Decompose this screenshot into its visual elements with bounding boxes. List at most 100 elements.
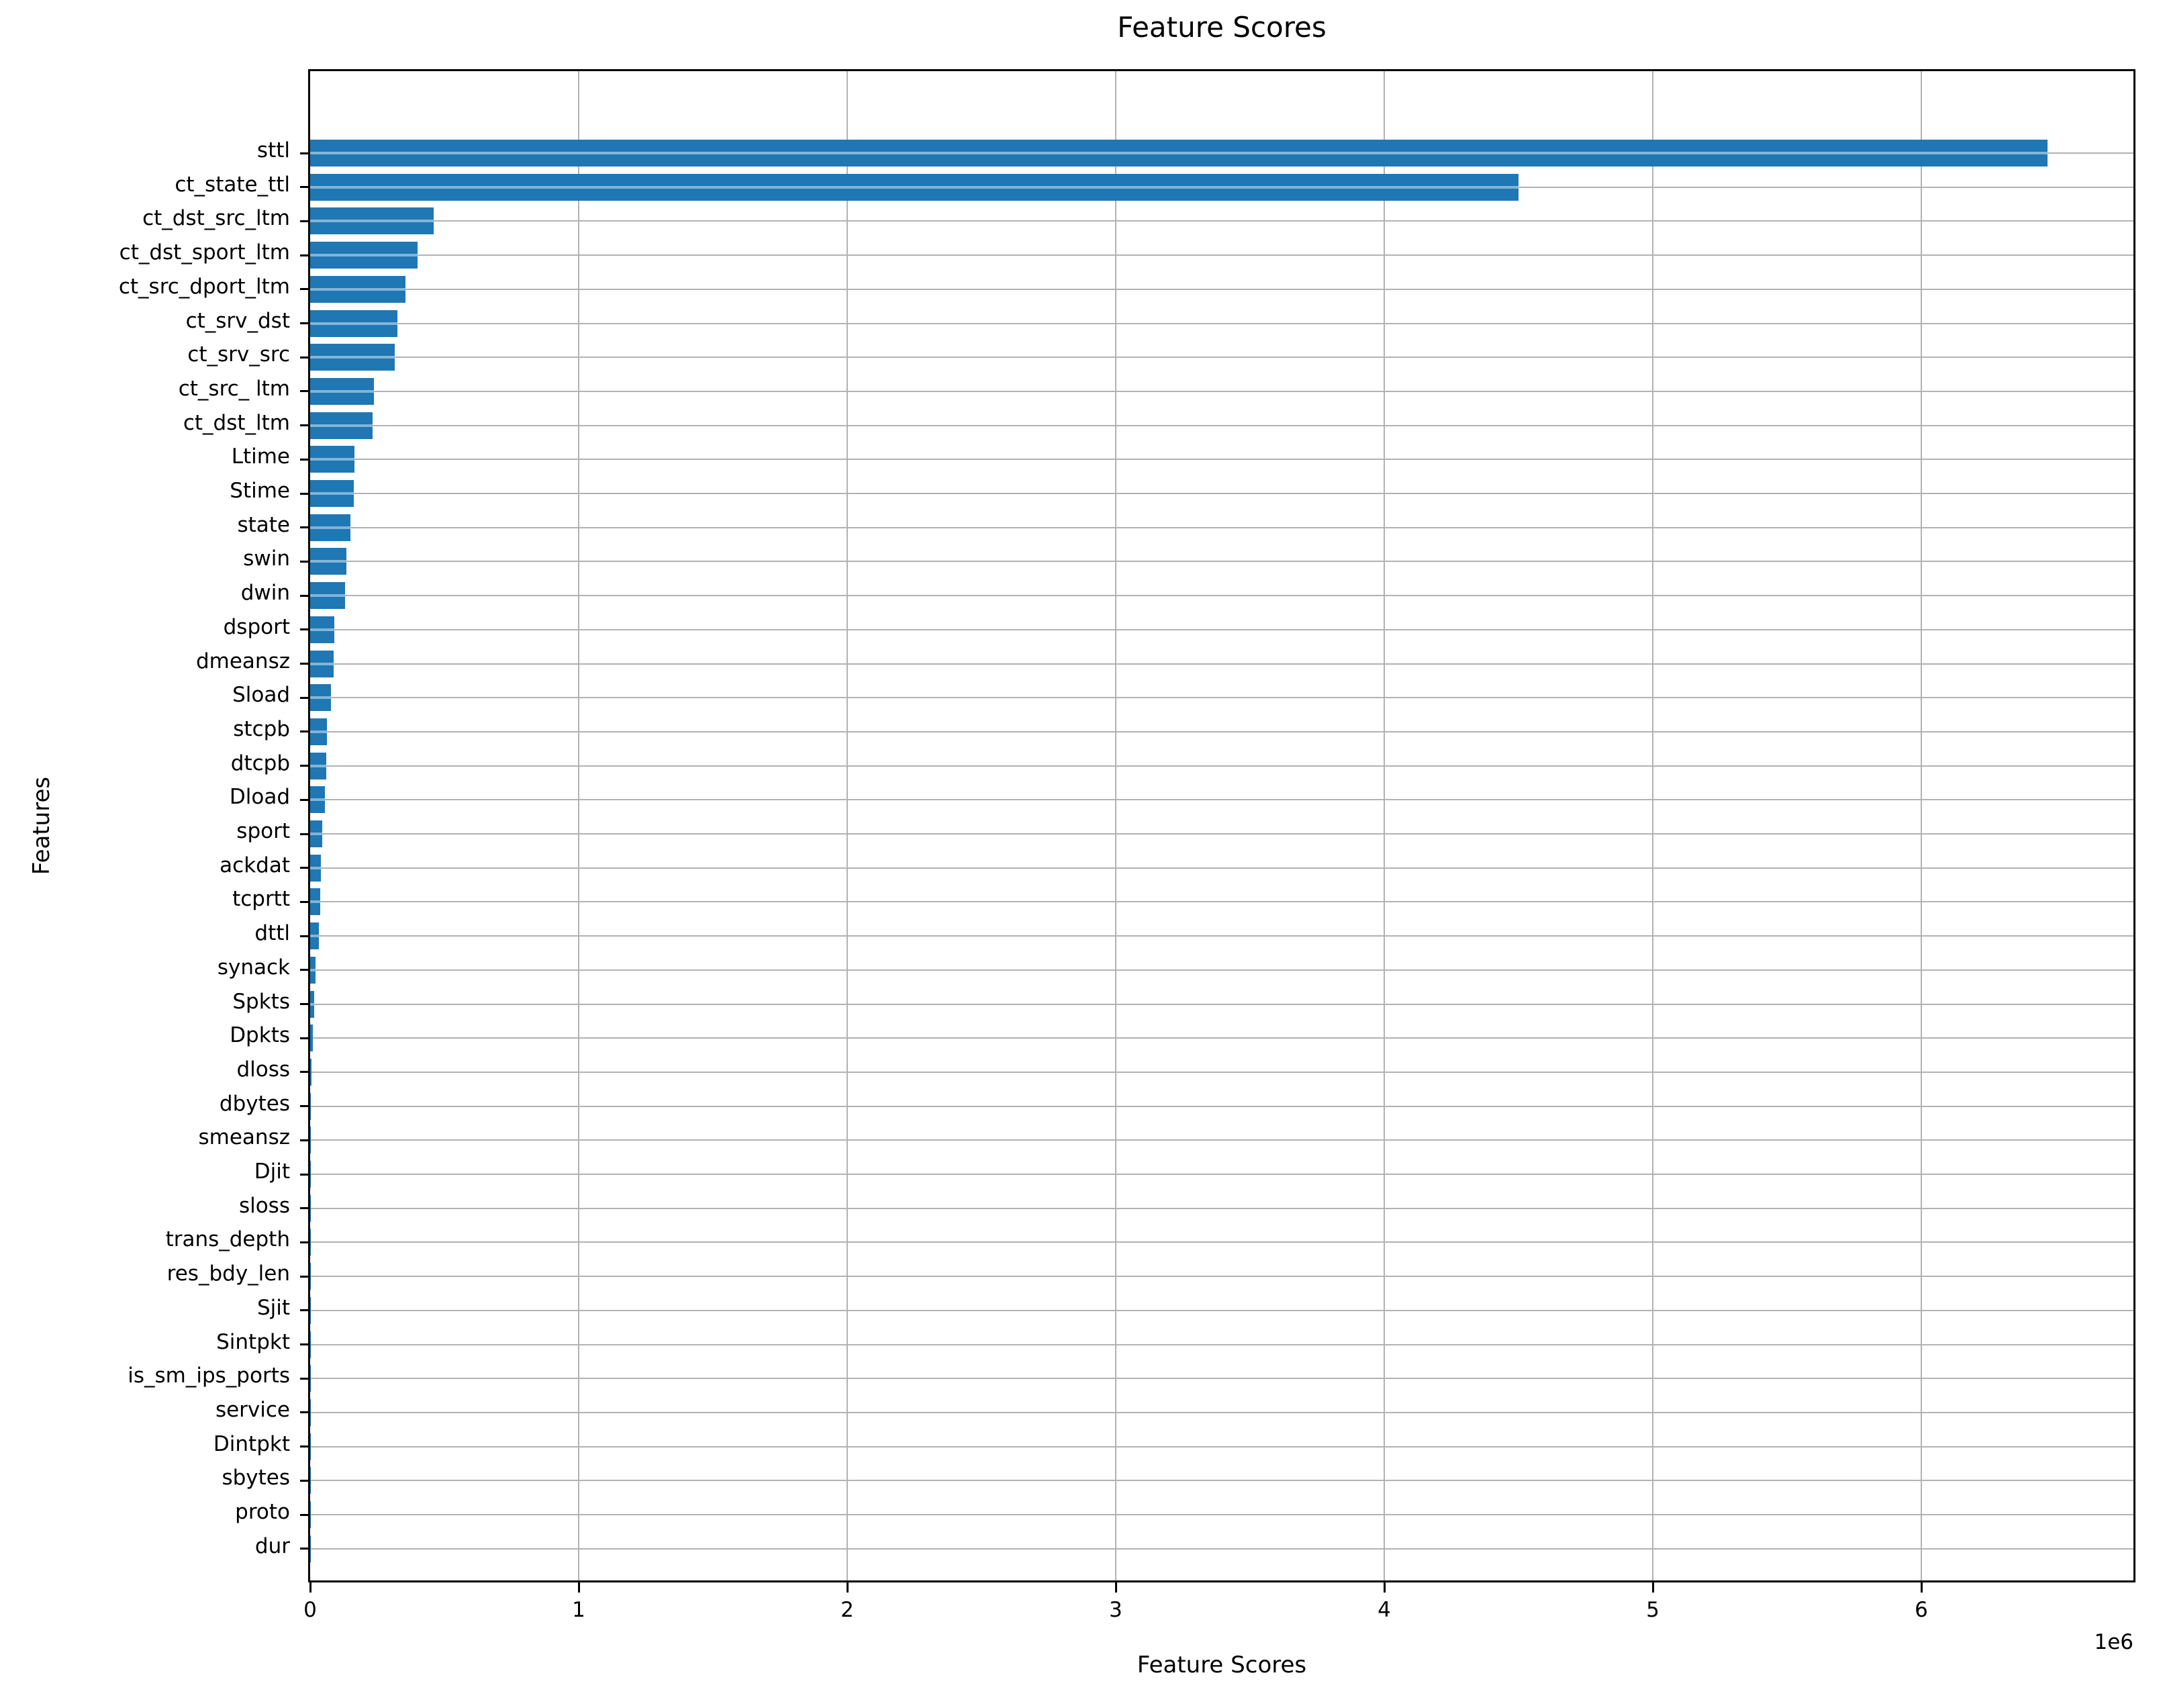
bar-ct_src_dport_ltm xyxy=(310,275,405,303)
ytick-label-stcpb: stcpb xyxy=(233,716,290,741)
bar-sloss xyxy=(310,1194,311,1222)
ytick-label-synack: synack xyxy=(217,955,290,980)
y-tick xyxy=(300,424,310,427)
ytick-label-smeansz: smeansz xyxy=(198,1125,291,1150)
x-tick xyxy=(1114,1582,1117,1593)
ytick-label-Sload: Sload xyxy=(232,683,290,708)
x-axis-multiplier: 1e6 xyxy=(2094,1630,2133,1654)
bar-Sjit xyxy=(310,1296,311,1324)
bar-highlight-stripe xyxy=(310,628,334,631)
bar-dttl xyxy=(310,922,320,950)
y-gridline xyxy=(310,1207,2133,1209)
y-tick xyxy=(300,935,310,937)
y-tick xyxy=(300,560,310,563)
y-tick xyxy=(300,1037,310,1039)
ytick-label-dur: dur xyxy=(254,1533,290,1558)
ytick-label-trans_depth: trans_depth xyxy=(165,1227,290,1252)
ytick-label-Stime: Stime xyxy=(230,479,290,503)
x-gridline xyxy=(1115,71,1116,1580)
bar-Dload xyxy=(310,786,325,814)
bar-highlight-stripe xyxy=(310,968,316,971)
x-tick xyxy=(577,1582,580,1593)
bar-highlight-stripe xyxy=(310,254,418,257)
y-gridline xyxy=(310,220,2133,222)
x-gridline xyxy=(1921,71,1922,1580)
bar-dtcpb xyxy=(310,752,326,779)
ytick-label-Sjit: Sjit xyxy=(256,1295,290,1320)
x-tick xyxy=(1383,1582,1386,1593)
ytick-label-Dpkts: Dpkts xyxy=(230,1023,290,1048)
bar-res_bdy_len xyxy=(310,1263,311,1290)
bar-highlight-stripe xyxy=(310,424,373,427)
bar-ct_dst_src_ltm xyxy=(310,207,434,235)
y-tick xyxy=(300,356,310,359)
y-gridline xyxy=(310,1411,2133,1413)
ytick-label-swin: swin xyxy=(243,547,290,571)
ytick-label-dbytes: dbytes xyxy=(219,1091,290,1116)
xtick-label-0: 0 xyxy=(303,1598,317,1622)
bar-highlight-stripe xyxy=(310,389,374,393)
bar-highlight-stripe xyxy=(310,322,397,325)
plot-border xyxy=(308,69,2135,1582)
y-gridline xyxy=(310,935,2133,937)
ytick-label-ct_state_ttl: ct_state_ttl xyxy=(175,172,290,197)
y-tick xyxy=(300,696,310,699)
y-gridline xyxy=(310,969,2133,971)
y-gridline xyxy=(310,867,2133,869)
bar-stcpb xyxy=(310,718,327,745)
ytick-label-dloss: dloss xyxy=(236,1057,290,1082)
y-tick xyxy=(300,730,310,733)
bar-highlight-stripe xyxy=(310,560,346,563)
ytick-label-sport: sport xyxy=(236,819,290,843)
bar-smeansz xyxy=(310,1127,311,1154)
ytick-label-Dintpkt: Dintpkt xyxy=(213,1431,290,1456)
y-tick xyxy=(300,458,310,461)
bar-is_sm_ips_ports xyxy=(310,1365,311,1392)
bar-Djit xyxy=(310,1161,311,1188)
y-tick xyxy=(300,833,310,835)
y-gridline xyxy=(310,1378,2133,1380)
y-tick xyxy=(300,1513,310,1516)
y-tick xyxy=(300,1139,310,1141)
ytick-label-Dload: Dload xyxy=(229,785,290,810)
bar-Dpkts xyxy=(310,1025,313,1052)
y-tick xyxy=(300,969,310,971)
y-tick xyxy=(300,900,310,903)
chart-title: Feature Scores xyxy=(1117,11,1327,44)
bar-dloss xyxy=(310,1058,311,1086)
bar-highlight-stripe xyxy=(310,1002,315,1006)
y-tick xyxy=(300,492,310,495)
bar-highlight-stripe xyxy=(310,935,320,938)
y-tick xyxy=(300,322,310,324)
bar-highlight-stripe xyxy=(310,458,354,461)
bar-ackdat xyxy=(310,854,321,882)
y-tick xyxy=(300,1105,310,1108)
y-tick xyxy=(300,1411,310,1414)
y-gridline xyxy=(310,1105,2133,1107)
bar-highlight-stripe xyxy=(310,594,345,598)
bar-ct_dst_sport_ltm xyxy=(310,242,418,269)
y-gridline xyxy=(310,595,2133,597)
bar-highlight-stripe xyxy=(310,662,334,665)
y-gridline xyxy=(310,765,2133,767)
y-tick xyxy=(300,663,310,665)
xtick-label-6: 6 xyxy=(1915,1598,1928,1622)
ytick-label-dttl: dttl xyxy=(254,921,290,946)
y-tick xyxy=(300,1377,310,1380)
y-tick xyxy=(300,254,310,256)
bar-Stime xyxy=(310,480,354,507)
y-gridline xyxy=(310,833,2133,835)
y-gridline xyxy=(310,459,2133,461)
ytick-label-service: service xyxy=(215,1397,290,1422)
y-gridline xyxy=(310,730,2133,732)
bar-dmeansz xyxy=(310,650,334,677)
ytick-label-Ltime: Ltime xyxy=(231,444,290,469)
y-gridline xyxy=(310,288,2133,290)
y-tick xyxy=(300,1548,310,1550)
bar-highlight-stripe xyxy=(310,866,321,869)
y-gridline xyxy=(310,1139,2133,1141)
y-gridline xyxy=(310,799,2133,801)
y-tick xyxy=(300,1479,310,1482)
y-gridline xyxy=(310,424,2133,426)
bar-highlight-stripe xyxy=(310,152,2048,154)
